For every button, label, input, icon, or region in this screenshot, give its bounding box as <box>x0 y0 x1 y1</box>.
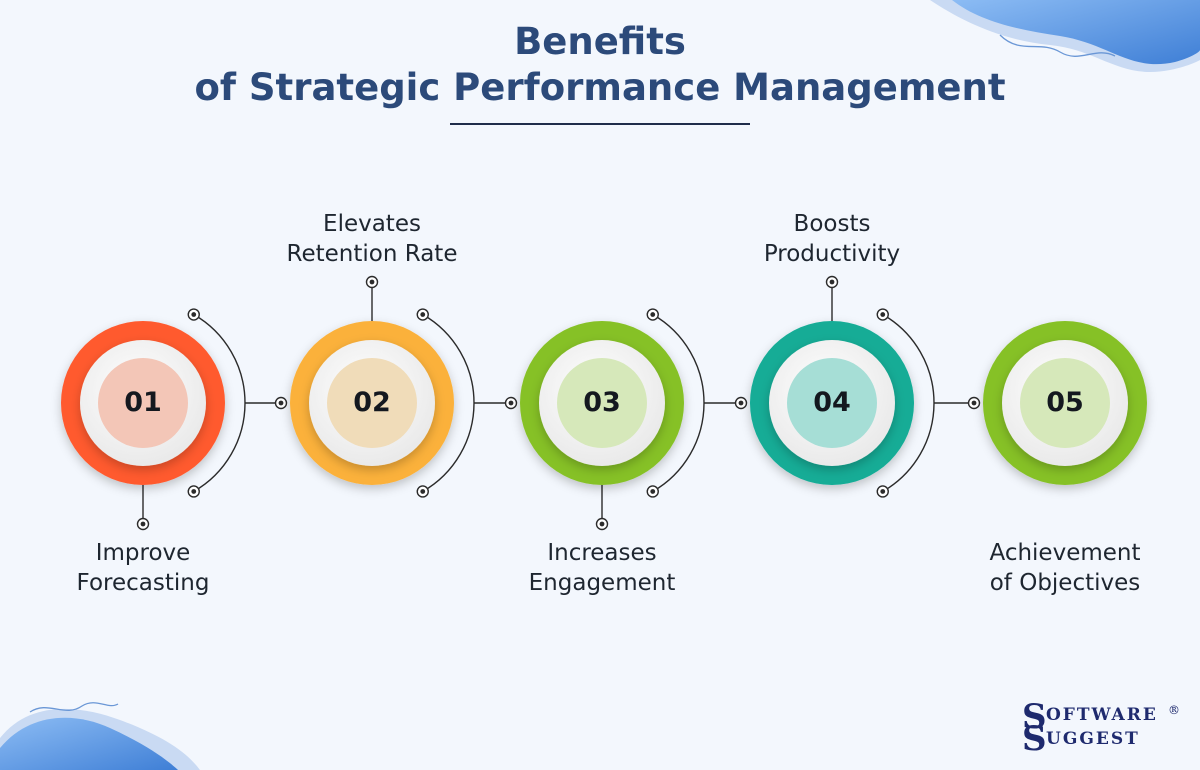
step-05-label: Achievement of Objectives <box>945 538 1185 598</box>
step-02-inner-fill <box>327 358 417 448</box>
connector-layer <box>136 275 981 531</box>
top-right-wave-decoration <box>930 0 1200 73</box>
step-04-bracket-arc <box>882 313 935 493</box>
title-underline <box>450 123 750 125</box>
step-05-number: 05 <box>1046 387 1084 418</box>
step-04-inner-fill <box>787 358 877 448</box>
step-02-bracket-arc <box>422 313 475 493</box>
step-02-label: Elevates Retention Rate <box>252 209 492 269</box>
step-01-bracket-bottom-dot-center <box>191 489 197 494</box>
step-01-label-line-2: Forecasting <box>76 570 210 596</box>
step-02-bracket-bottom-dot-center <box>420 489 426 494</box>
step-05-label-line-2: of Objectives <box>989 570 1141 596</box>
step-01-label: Improve Forecasting <box>23 538 263 598</box>
step-04-bracket-top-dot-center <box>880 312 886 317</box>
logo-text-top: OFTWARE <box>1046 705 1158 725</box>
step-03-bracket-top-dot-center <box>650 312 656 317</box>
step-05-inner-fill <box>1020 358 1110 448</box>
step-03-stem-dot-center <box>599 521 605 527</box>
logo-s-bottom: S <box>1022 719 1047 759</box>
logo-s-top: S <box>1022 697 1047 737</box>
step-03-label-line-1: Increases <box>547 540 657 566</box>
step-02-label-line-2: Retention Rate <box>286 241 458 267</box>
step-03-label-line-2: Engagement <box>528 570 676 596</box>
step-03-inner-fill <box>557 358 647 448</box>
step-05-label-line-1: Achievement <box>989 540 1141 566</box>
step-04-label: Boosts Productivity <box>712 209 952 269</box>
step-02-bracket-top-dot-center <box>420 312 426 317</box>
step-04-label-line-1: Boosts <box>793 211 871 237</box>
connector-04-end-dot-center <box>971 400 977 406</box>
step-03-number: 03 <box>583 387 621 418</box>
step-01-bracket-top-dot-center <box>191 312 197 317</box>
step-03-bracket-arc <box>652 313 705 493</box>
page-title-line-1: Benefits <box>514 20 686 63</box>
step-04-number: 04 <box>813 387 851 418</box>
step-03-bracket-bottom-dot-center <box>650 489 656 494</box>
connector-03-end-dot-center <box>738 400 744 406</box>
bottom-left-wave-decoration <box>0 702 200 770</box>
step-04-label-line-2: Productivity <box>763 241 901 267</box>
page-title-line-2: of Strategic Performance Management <box>194 66 1006 109</box>
step-04-stem-dot-center <box>829 279 835 285</box>
step-01-number: 01 <box>124 387 162 418</box>
connector-02-end-dot-center <box>508 400 514 406</box>
step-01-label-line-1: Improve <box>95 540 191 566</box>
softwaresuggest-logo: S OFTWARE ® S UGGEST <box>1022 697 1182 756</box>
step-04-bracket-bottom-dot-center <box>880 489 886 494</box>
step-02-label-line-1: Elevates <box>323 211 421 237</box>
logo-text-bottom: UGGEST <box>1046 729 1140 749</box>
step-circles-layer <box>61 321 1147 485</box>
logo-registered-mark: ® <box>1168 703 1180 717</box>
step-02-stem-dot-center <box>369 279 375 285</box>
connector-01-end-dot-center <box>278 400 284 406</box>
step-02-number: 02 <box>353 387 391 418</box>
step-01-bracket-arc <box>193 313 246 493</box>
step-01-stem-dot-center <box>140 521 146 527</box>
step-03-label: Increases Engagement <box>482 538 722 598</box>
step-01-inner-fill <box>98 358 188 448</box>
